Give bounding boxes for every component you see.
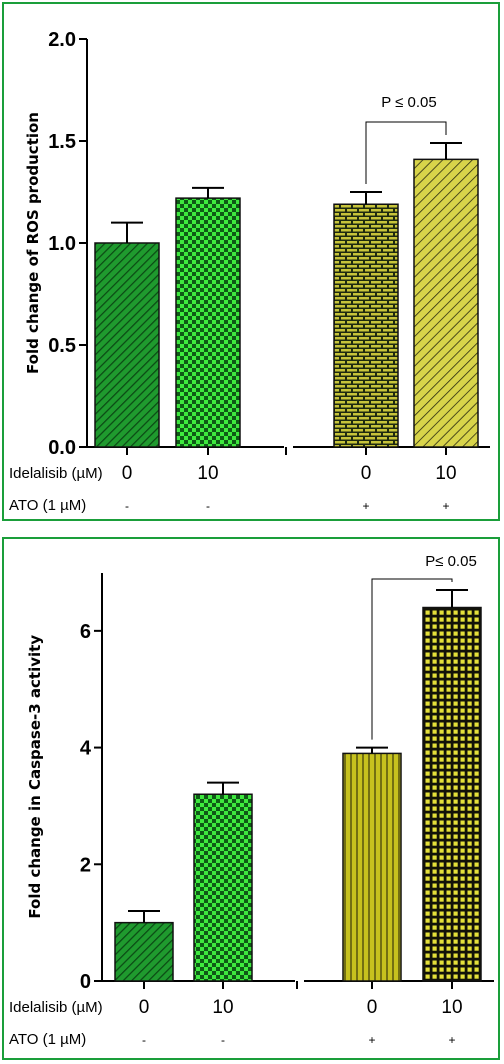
- caspase-chart: Fold change in Caspase-3 activity 0 2 4 6 P≤ …: [9, 553, 494, 1048]
- y-tick-label: 2.0: [48, 29, 76, 51]
- ato-sign-label: -: [206, 499, 210, 513]
- ato-row-label: ATO (1 µM): [9, 1031, 86, 1048]
- bar: [114, 921, 174, 982]
- y-tick-label: 0: [80, 971, 91, 993]
- y-tick-label: 2: [80, 854, 91, 876]
- y-tick-label: 0.5: [48, 335, 76, 357]
- p-value-annotation: P ≤ 0.05: [381, 94, 437, 111]
- ato-sign-label: +: [442, 499, 449, 513]
- bar: [193, 793, 253, 982]
- ros-chart-panel: Fold change of ROS production 0.0 0.5 1.0 1.…: [2, 2, 500, 521]
- bar: [94, 242, 160, 448]
- bar: [413, 158, 479, 448]
- ros-chart: Fold change of ROS production 0.0 0.5 1.0 1.…: [9, 29, 490, 514]
- ato-sign-label: +: [448, 1033, 455, 1047]
- significance-bracket: [371, 578, 453, 740]
- y-axis-label: Fold change of ROS production: [24, 112, 42, 374]
- y-tick-label: 0.0: [48, 437, 76, 459]
- idelalisib-row-label: Idelalisib (µM): [9, 465, 103, 482]
- y-axis-label: Fold change in Caspase-3 activity: [26, 635, 44, 919]
- idelalisib-dose-label: 0: [361, 463, 372, 484]
- ato-sign-label: +: [362, 499, 369, 513]
- idelalisib-dose-label: 10: [197, 463, 218, 484]
- bar: [333, 203, 399, 448]
- idelalisib-dose-label: 10: [435, 463, 456, 484]
- caspase-chart-panel: Fold change in Caspase-3 activity 0 2 4 6 P≤ …: [2, 537, 500, 1060]
- idelalisib-row-label: Idelalisib (µM): [9, 999, 103, 1016]
- bar: [175, 197, 241, 448]
- idelalisib-dose-label: 10: [441, 997, 462, 1018]
- y-tick-label: 1.0: [48, 233, 76, 255]
- bar: [422, 606, 482, 982]
- y-tick-label: 4: [80, 738, 92, 760]
- y-tick-label: 6: [80, 621, 91, 643]
- ato-row-label: ATO (1 µM): [9, 497, 86, 514]
- idelalisib-dose-label: 10: [212, 997, 233, 1018]
- idelalisib-dose-label: 0: [122, 463, 133, 484]
- idelalisib-dose-label: 0: [139, 997, 150, 1018]
- ato-sign-label: -: [221, 1033, 225, 1047]
- ato-sign-label: +: [368, 1033, 375, 1047]
- p-value-annotation: P≤ 0.05: [425, 553, 477, 570]
- ato-sign-label: -: [142, 1033, 146, 1047]
- significance-bracket: [365, 121, 447, 184]
- y-tick-label: 1.5: [48, 131, 76, 153]
- idelalisib-dose-label: 0: [367, 997, 378, 1018]
- bar: [342, 752, 402, 982]
- ato-sign-label: -: [125, 499, 129, 513]
